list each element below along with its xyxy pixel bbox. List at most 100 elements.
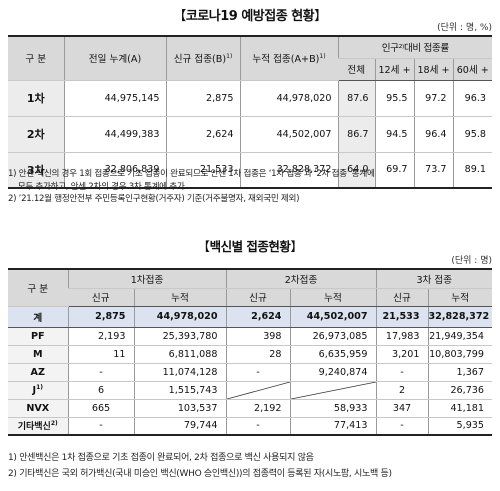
header-prev-total: 전일 누계(A) bbox=[63, 35, 166, 81]
d3-new-cell: 21,533 bbox=[375, 306, 428, 328]
d2-cum-cell: 77,413 bbox=[289, 417, 376, 436]
table-row: 3차 32,806,839 21,533 32,828,372 64.0 69.… bbox=[8, 152, 493, 189]
prev-total-cell: 44,499,383 bbox=[63, 116, 166, 153]
rate-12-cell: 94.5 bbox=[374, 116, 414, 153]
header-dose1: 1차접종 bbox=[67, 268, 226, 289]
new-cell: 2,624 bbox=[165, 116, 240, 153]
row-label: 기타백신2) bbox=[8, 417, 68, 436]
section1-title: 코로나19 예방접종 현황 bbox=[185, 9, 315, 24]
d3-cum-cell: 26,736 bbox=[427, 381, 493, 400]
row-label: AZ bbox=[8, 363, 68, 382]
rate-12-cell: 69.7 bbox=[374, 152, 414, 189]
d1-new-cell: 665 bbox=[67, 399, 134, 418]
rate-18-cell: 97.2 bbox=[413, 80, 453, 117]
rate-12-cell: 95.5 bbox=[374, 80, 414, 117]
rate-18-cell: 96.4 bbox=[413, 116, 453, 153]
prev-total-cell: 32,806,839 bbox=[63, 152, 166, 189]
d2-cum-cell: 58,933 bbox=[289, 399, 376, 418]
left-bracket: 【 bbox=[197, 239, 211, 254]
vaccination-status-table: 구 분 전일 누계(A) 신규 접종(B)1) 누적 접종(A+B)1) 인구²… bbox=[8, 35, 493, 189]
header-rate-60: 60세 + bbox=[452, 58, 493, 81]
d1-cum-cell: 103,537 bbox=[133, 399, 226, 418]
note-1: 1) 안센 백신의 경우 1회 접종으로 기초 접종이 완료되므로 안센 1차 … bbox=[8, 169, 375, 179]
d2-cum-cell: 26,973,085 bbox=[289, 327, 376, 346]
header-new: 신규 접종(B)1) bbox=[165, 35, 240, 81]
note-1: 1) 안센백신은 1차 접종으로 기초 접종이 완료되어, 2차 접종으로 백신… bbox=[8, 453, 314, 463]
header-dose2: 2차접종 bbox=[225, 268, 376, 289]
note-2: 2) ’21.12월 행정안전부 주민등록인구현황(거주자) 기준(거주불명자,… bbox=[8, 194, 300, 204]
row-label: NVX bbox=[8, 399, 68, 418]
rate-18-cell: 73.7 bbox=[413, 152, 453, 189]
d3-cum-cell: 10,803,799 bbox=[427, 345, 493, 364]
rate-60-cell: 95.8 bbox=[452, 116, 493, 153]
cumulative-cell: 44,502,007 bbox=[239, 116, 338, 153]
d3-new-cell: 347 bbox=[375, 399, 428, 418]
prev-total-cell: 44,975,145 bbox=[63, 80, 166, 117]
d1-cum-cell: 11,074,128 bbox=[133, 363, 226, 382]
table-row: 기타백신2) - 79,744 - 77,413 - 5,935 bbox=[8, 417, 493, 436]
row-label: 계 bbox=[8, 306, 68, 328]
vaccine-type-table: 구 분 1차접종 2차접종 3차 접종 신규 누적 신규 누적 신규 누적 계 … bbox=[8, 268, 493, 436]
table-row: NVX 665 103,537 2,192 58,933 347 41,181 bbox=[8, 399, 493, 418]
d3-new-cell: - bbox=[375, 417, 428, 436]
d2-cum-cell: 44,502,007 bbox=[289, 306, 376, 328]
d3-cum-cell: 5,935 bbox=[427, 417, 493, 436]
new-cell: 2,875 bbox=[165, 80, 240, 117]
rate-60-cell: 96.3 bbox=[452, 80, 493, 117]
table-row: 1차 44,975,145 2,875 44,978,020 87.6 95.5… bbox=[8, 80, 493, 117]
row-label: J1) bbox=[8, 381, 68, 400]
d2-new-cell: 398 bbox=[225, 327, 290, 346]
section1-unit: (단위 : 명, %) bbox=[437, 23, 492, 33]
section2-title: 백신별 접종현황 bbox=[209, 239, 291, 254]
header-d2-cum: 누적 bbox=[289, 288, 376, 307]
note-2: 2) 기타백신은 국외 허가백신(국내 미승인 백신(WHO 승인백신))의 접… bbox=[8, 469, 392, 479]
header-rate-group: 인구²⁾대비 접종률 bbox=[337, 35, 493, 59]
table-row-total: 계 2,875 44,978,020 2,624 44,502,007 21,5… bbox=[8, 306, 493, 328]
section2-title-wrap: 【백신별 접종현황】 bbox=[0, 236, 500, 255]
d3-cum-cell: 1,367 bbox=[427, 363, 493, 382]
table-row: AZ - 11,074,128 - 9,240,874 - 1,367 bbox=[8, 363, 493, 382]
header-d3-cum: 누적 bbox=[427, 288, 493, 307]
new-cell: 21,533 bbox=[165, 152, 240, 189]
diagonal-line bbox=[227, 381, 290, 398]
d1-new-cell: 11 bbox=[67, 345, 134, 364]
header-dose3: 3차 접종 bbox=[375, 268, 493, 289]
d3-cum-cell: 41,181 bbox=[427, 399, 493, 418]
d3-new-cell: 3,201 bbox=[375, 345, 428, 364]
table-row: 2차 44,499,383 2,624 44,502,007 86.7 94.5… bbox=[8, 116, 493, 153]
row-label: 1차 bbox=[8, 80, 64, 117]
d2-cum-cell: 6,635,959 bbox=[289, 345, 376, 364]
header-d2-new: 신규 bbox=[225, 288, 290, 307]
d1-cum-cell: 79,744 bbox=[133, 417, 226, 436]
d1-cum-cell: 25,393,780 bbox=[133, 327, 226, 346]
header-rate-12: 12세 + bbox=[374, 58, 414, 81]
d3-new-cell: 17,983 bbox=[375, 327, 428, 346]
d1-cum-cell: 1,515,743 bbox=[133, 381, 226, 400]
d2-new-cell: 28 bbox=[225, 345, 290, 364]
header-category: 구 분 bbox=[8, 268, 68, 307]
section2-notes: 1) 안센백신은 1차 접종으로 기초 접종이 완료되어, 2차 접종으로 백신… bbox=[8, 450, 496, 482]
left-bracket: 【 bbox=[173, 9, 186, 24]
table-row: PF 2,193 25,393,780 398 26,973,085 17,98… bbox=[8, 327, 493, 346]
right-bracket: 】 bbox=[314, 9, 327, 24]
header-category: 구 분 bbox=[8, 35, 64, 81]
section1-title-wrap: 【코로나19 예방접종 현황】 bbox=[0, 5, 500, 24]
d1-new-cell: 6 bbox=[67, 381, 134, 400]
table-row: J1) 6 1,515,743 2 26,736 bbox=[8, 381, 493, 400]
d1-new-cell: 2,875 bbox=[67, 306, 134, 328]
d3-new-cell: 2 bbox=[375, 381, 428, 400]
d1-cum-cell: 6,811,088 bbox=[133, 345, 226, 364]
cumulative-cell: 44,978,020 bbox=[239, 80, 338, 117]
d3-cum-cell: 21,949,354 bbox=[427, 327, 493, 346]
d3-cum-cell: 32,828,372 bbox=[427, 306, 493, 328]
table-row: M 11 6,811,088 28 6,635,959 3,201 10,803… bbox=[8, 345, 493, 364]
d2-new-cell: - bbox=[225, 363, 290, 382]
d1-new-cell: 2,193 bbox=[67, 327, 134, 346]
right-bracket: 】 bbox=[290, 239, 303, 254]
cumulative-cell: 32,828,372 bbox=[239, 152, 338, 189]
row-label: PF bbox=[8, 327, 68, 346]
d1-new-cell: - bbox=[67, 363, 134, 382]
d3-new-cell: - bbox=[375, 363, 428, 382]
rate-60-cell: 89.1 bbox=[452, 152, 493, 189]
d2-new-cell: 2,624 bbox=[225, 306, 290, 328]
